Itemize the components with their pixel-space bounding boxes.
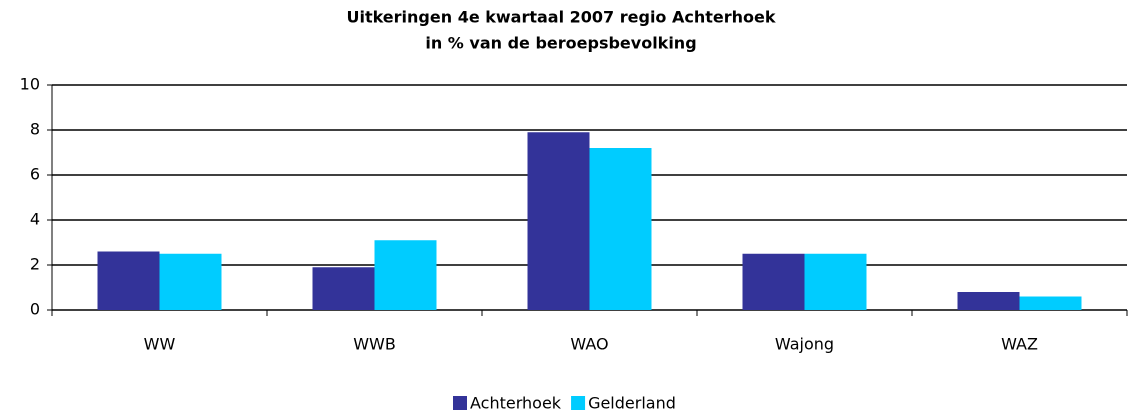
y-tick-label: 6 — [30, 165, 40, 184]
bar — [527, 132, 590, 310]
bar — [374, 240, 437, 310]
y-tick-label: 4 — [30, 210, 40, 229]
bar — [957, 292, 1020, 310]
bar — [589, 148, 652, 310]
x-tick-label: WAZ — [1001, 335, 1038, 354]
x-tick-label: Wajong — [775, 335, 834, 354]
bar — [159, 253, 222, 310]
bar — [742, 253, 805, 310]
bar — [804, 253, 867, 310]
legend-swatch — [453, 396, 467, 410]
y-tick-label: 8 — [30, 120, 40, 139]
legend-swatch — [571, 396, 586, 410]
x-tick-label: WW — [144, 335, 176, 354]
chart-subtitle: in % van de beroepsbevolking — [425, 34, 696, 53]
y-tick-label: 0 — [30, 300, 40, 319]
bar — [97, 251, 160, 310]
x-tick-label: WWB — [353, 335, 396, 354]
legend-label: Gelderland — [588, 394, 676, 413]
bar — [312, 267, 375, 310]
bar — [1019, 296, 1082, 310]
chart-title: Uitkeringen 4e kwartaal 2007 regio Achte… — [346, 8, 775, 27]
y-tick-label: 10 — [20, 75, 40, 94]
legend-label: Achterhoek — [470, 394, 562, 413]
x-tick-label: WAO — [570, 335, 608, 354]
y-tick-label: 2 — [30, 255, 40, 274]
